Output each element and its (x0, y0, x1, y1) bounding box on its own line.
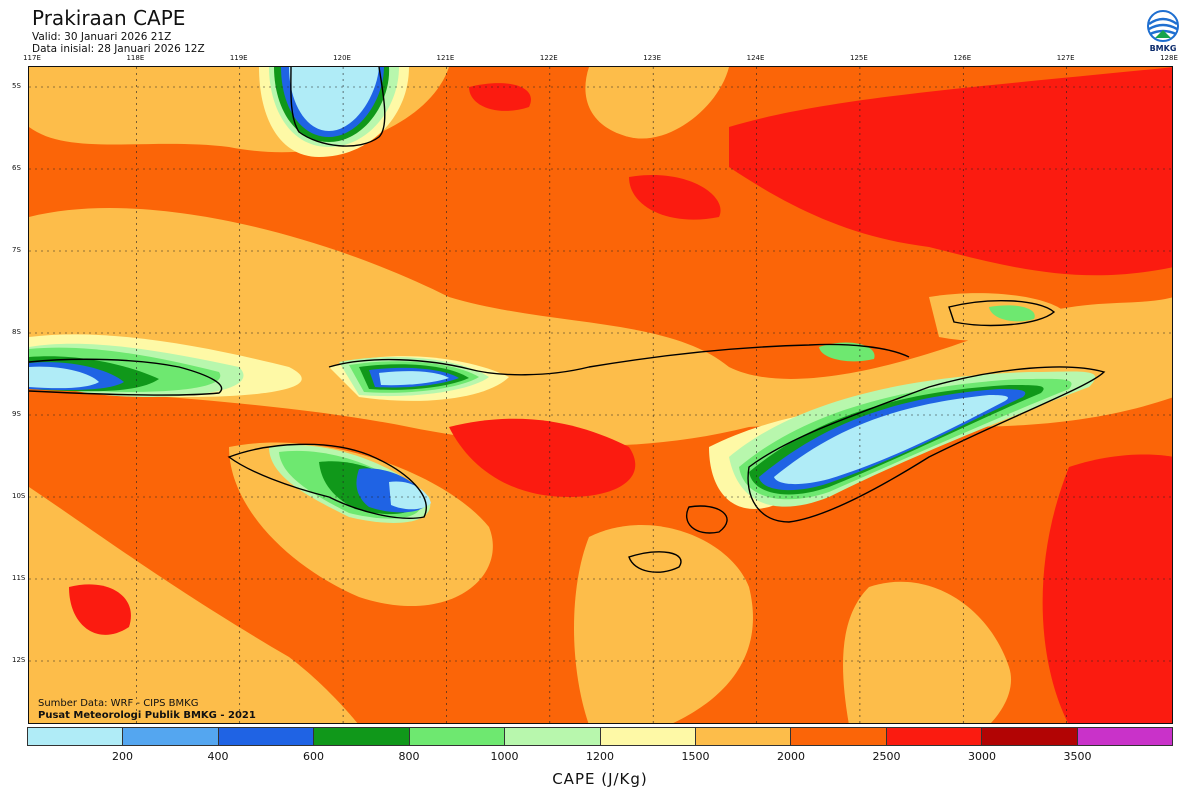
colorbar-label: 2000 (777, 750, 805, 763)
valid-time: Valid: 30 Januari 2026 21Z (32, 31, 172, 43)
longitude-label: 119E (229, 54, 248, 62)
coastline-sawu (628, 551, 682, 573)
longitude-label: 124E (746, 54, 765, 62)
cape-band-800-1000 (819, 342, 875, 362)
latitude-label: 9S (12, 410, 21, 418)
graticule (29, 67, 1172, 723)
longitude-label: 121E (436, 54, 455, 62)
cape-band-0-200 (389, 481, 431, 510)
colorbar-label: 1000 (490, 750, 519, 763)
cape-band-2500-3000 (1042, 454, 1172, 723)
coastline-sumba (227, 443, 427, 519)
cape-band-800-1000 (989, 305, 1035, 322)
colorbar-swatch (409, 728, 506, 745)
colorbar-label: 200 (112, 750, 133, 763)
colorbar-swatch (791, 728, 887, 745)
bmkg-logo-text: BMKG (1149, 44, 1177, 53)
cape-band-1500-2000 (29, 208, 1172, 446)
colorbar-label: 3000 (968, 750, 996, 763)
cape-band-2500-3000 (449, 418, 636, 497)
cape-band-0-200 (774, 395, 1008, 485)
coastline-sulawesi (290, 67, 386, 147)
cape-band-2500-3000 (469, 83, 531, 111)
longitude-label: 128E (1160, 54, 1178, 62)
latitude-label: 11S (12, 574, 26, 582)
latitude-label: 10S (12, 492, 26, 500)
latitude-label: 12S (12, 656, 26, 664)
longitude-label: 117E (23, 54, 41, 62)
chart-title: Prakiraan CAPE (32, 6, 186, 30)
cape-band-2500-3000 (729, 67, 1172, 276)
longitude-label: 126E (953, 54, 972, 62)
cape-field (29, 67, 1172, 723)
coastline-wetar (948, 300, 1056, 327)
colorbar-label: 600 (303, 750, 324, 763)
colorbar-swatch (28, 728, 124, 745)
bmkg-logo (1147, 10, 1179, 42)
longitude-label: 127E (1056, 54, 1075, 62)
longitude-label: 122E (539, 54, 558, 62)
colorbar-swatch (600, 728, 696, 745)
source-line-1: Sumber Data: WRF - CIPS BMKG (38, 698, 199, 709)
initial-data-time: Data inisial: 28 Januari 2026 12Z (32, 43, 205, 55)
colorbar-label: 1200 (586, 750, 614, 763)
cape-band-1500-2000 (843, 581, 1011, 723)
coastlines (29, 67, 1106, 573)
cape-band-0-200 (379, 371, 449, 386)
colorbar-swatch (218, 728, 315, 745)
cape-band-2500-3000 (629, 175, 721, 220)
colorbar-swatch (886, 728, 983, 745)
colorbar-swatch (982, 728, 1078, 745)
cape-band-2500-3000 (69, 584, 131, 635)
colorbar-swatch (314, 728, 410, 745)
coastline-flores-sumbawa (328, 343, 910, 376)
longitude-label: 120E (333, 54, 351, 62)
longitude-label: 125E (850, 54, 868, 62)
colorbar-swatch (1077, 728, 1173, 745)
colorbar-swatch (695, 728, 792, 745)
cape-colorbar (27, 727, 1173, 746)
cape-map (28, 66, 1173, 724)
coastline-lombok-bali (29, 358, 223, 396)
cape-band-1500-2000 (29, 487, 358, 723)
coastline-rote (686, 505, 728, 534)
coastline-timor (747, 366, 1106, 523)
latitude-label: 7S (12, 246, 21, 254)
colorbar-label: 1500 (681, 750, 710, 763)
colorbar-swatch (123, 728, 219, 745)
colorbar-label: 400 (207, 750, 229, 763)
latitude-label: 6S (12, 164, 21, 172)
latitude-label: 5S (12, 82, 21, 90)
colorbar-label: 2500 (872, 750, 901, 763)
colorbar-swatch (505, 728, 601, 745)
colorbar-title: CAPE (J/Kg) (552, 770, 648, 788)
colorbar-label: 3500 (1063, 750, 1092, 763)
latitude-label: 8S (12, 328, 21, 336)
colorbar-label: 800 (398, 750, 420, 763)
source-line-2: Pusat Meteorologi Publik BMKG - 2021 (38, 710, 256, 721)
cape-band-0-200 (289, 67, 379, 131)
longitude-label: 118E (126, 54, 145, 62)
cape-band-0-200 (29, 366, 99, 389)
cape-band-1500-2000 (574, 525, 753, 723)
longitude-label: 123E (643, 54, 662, 62)
cape-band-1500-2000 (585, 67, 729, 139)
